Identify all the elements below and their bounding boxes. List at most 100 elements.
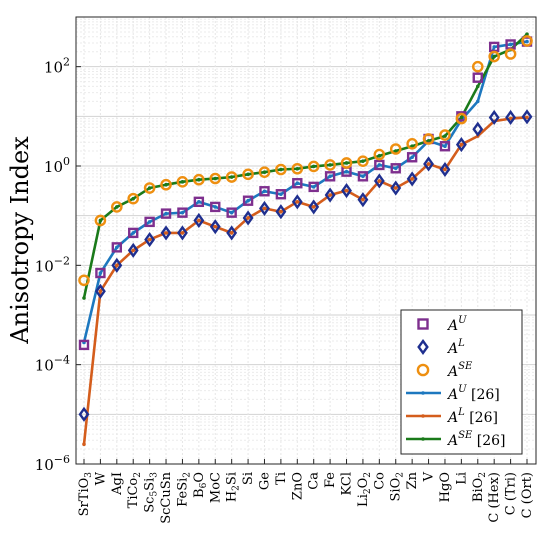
data-point (98, 271, 103, 275)
series-layer (78, 32, 533, 447)
data-point (406, 171, 418, 187)
data-point (275, 189, 287, 200)
data-point (417, 318, 429, 330)
data-point (393, 166, 398, 171)
x-tick-label: W (93, 471, 108, 485)
data-point (275, 204, 287, 220)
data-point (423, 156, 434, 172)
data-point (131, 231, 136, 235)
data-point (209, 219, 221, 235)
data-point (259, 200, 270, 216)
legend-label: AL (446, 338, 465, 357)
legend-item: AU (417, 315, 467, 334)
x-tick-label: FeSi2 (175, 472, 192, 507)
data-point (443, 167, 447, 172)
data-point (459, 142, 464, 147)
x-tick-label: ZnO (290, 472, 305, 500)
data-point (308, 181, 319, 193)
y-tick-label: 102 (44, 56, 70, 77)
data-point (225, 171, 238, 183)
data-point (111, 242, 123, 253)
data-point (307, 160, 320, 173)
data-point (475, 84, 480, 89)
data-point (94, 283, 106, 299)
legend-dot (421, 391, 425, 395)
data-point (439, 141, 451, 152)
data-point (164, 182, 168, 187)
y-tick-labels: 10−6 10−4 10−2 100 102 (35, 56, 70, 474)
data-point (292, 178, 303, 189)
data-point (373, 173, 385, 189)
axes (75, 16, 537, 465)
data-point (525, 115, 529, 120)
data-point (131, 248, 136, 253)
data-point (488, 50, 500, 63)
data-point (341, 183, 352, 199)
data-point (422, 133, 435, 145)
data-point (311, 205, 316, 209)
series-line (82, 33, 528, 299)
data-point (242, 210, 254, 226)
data-point (147, 186, 152, 190)
legend-label: AU [26] (446, 384, 500, 403)
data-point (406, 137, 418, 150)
legend-item: AU [26] (406, 384, 500, 403)
data-point (295, 166, 300, 171)
data-point (393, 149, 398, 153)
data-point (311, 185, 316, 189)
data-point (291, 194, 303, 210)
data-point (295, 200, 300, 204)
data-point (127, 242, 139, 258)
data-point (279, 209, 283, 214)
data-point (78, 274, 90, 287)
data-point (279, 167, 283, 172)
data-point (160, 225, 172, 241)
data-point (324, 159, 336, 171)
x-tick-label: AgI (110, 472, 125, 496)
data-point (193, 196, 205, 208)
x-tick-label: C (Hex) (487, 472, 502, 523)
x-tick-label: SiO2 (389, 472, 406, 501)
data-point (328, 174, 332, 179)
data-point (417, 338, 429, 356)
data-point (246, 198, 250, 203)
data-point (144, 216, 155, 228)
data-point (393, 186, 398, 190)
data-point (377, 163, 382, 167)
legend-label: ASE [26] (446, 430, 505, 449)
data-point (246, 172, 250, 177)
data-point (488, 109, 500, 125)
data-point (505, 109, 517, 125)
data-point (160, 178, 172, 191)
data-point (357, 155, 369, 167)
series-line (82, 116, 528, 445)
x-tick-label: KCl (340, 472, 355, 495)
x-tick-label: Sc5Si3 (143, 472, 160, 513)
data-point (455, 137, 467, 153)
x-tick-label: C (Tri) (504, 472, 519, 515)
data-point (226, 207, 237, 218)
x-tick-label: Ge (257, 472, 272, 490)
legend-dot (421, 414, 425, 418)
data-point (210, 201, 221, 213)
x-tick-label: Si (241, 472, 256, 485)
x-tick-label: H2Si (225, 472, 242, 502)
data-point (180, 231, 185, 235)
data-point (279, 192, 283, 197)
legend-item: AL (417, 338, 465, 357)
data-point (246, 216, 250, 220)
x-tick-label: Fe (323, 472, 338, 488)
data-point (439, 161, 451, 178)
data-point (242, 168, 254, 181)
legend-item: ASE (416, 361, 473, 380)
x-tick-label: HgO (438, 472, 453, 502)
data-point (258, 166, 271, 179)
data-point (147, 237, 152, 242)
data-point (147, 220, 152, 224)
data-point (410, 177, 414, 181)
y-tick-label: 10−2 (35, 254, 70, 275)
data-point (475, 99, 480, 104)
data-point (262, 170, 267, 175)
data-point (242, 195, 254, 206)
